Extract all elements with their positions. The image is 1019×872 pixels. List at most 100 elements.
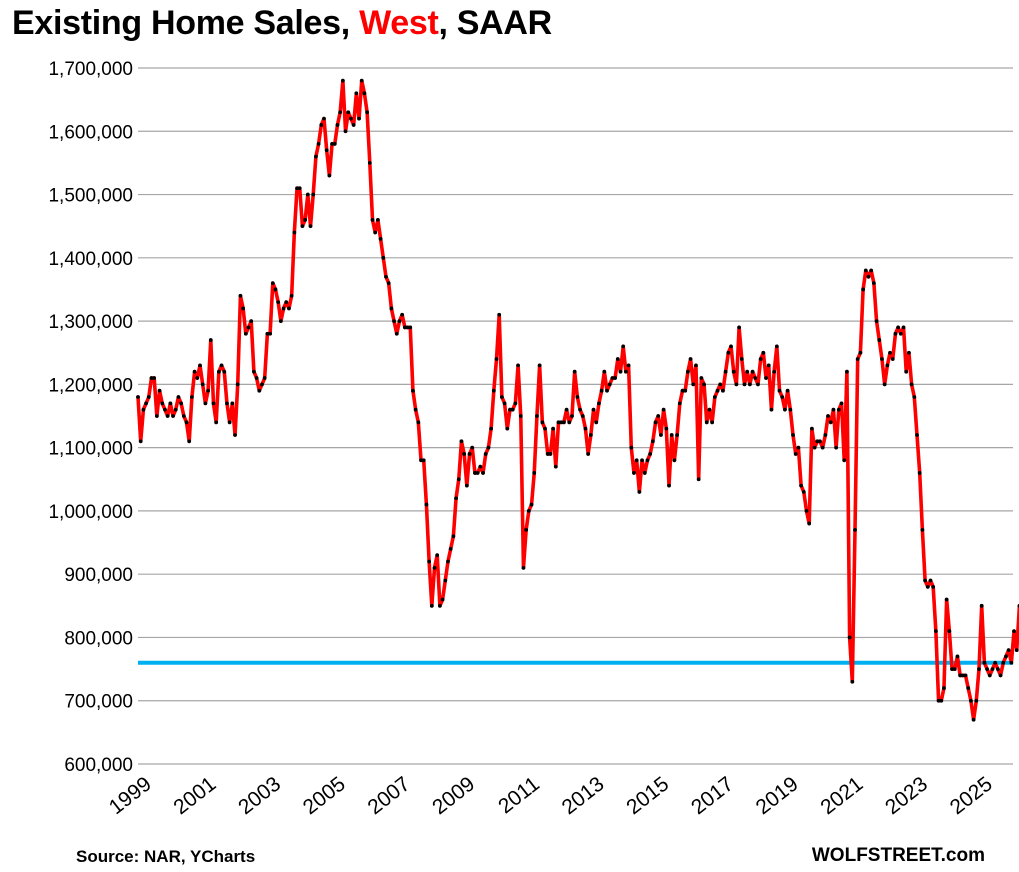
- data-point: [216, 369, 221, 374]
- data-point: [171, 414, 175, 418]
- data-point: [853, 527, 857, 532]
- data-point: [208, 338, 213, 342]
- data-point: [602, 369, 607, 374]
- data-point: [987, 673, 992, 678]
- data-point: [456, 477, 461, 482]
- data-point: [394, 331, 399, 336]
- data-point: [637, 490, 642, 494]
- data-point: [842, 458, 847, 463]
- data-point: [416, 420, 421, 425]
- data-point: [483, 452, 488, 456]
- data-point: [448, 546, 453, 551]
- y-tick-label: 800,000: [64, 628, 133, 649]
- gridlines: [138, 67, 1013, 765]
- data-point: [243, 331, 248, 336]
- data-point: [478, 464, 483, 469]
- data-point: [791, 433, 795, 437]
- data-point: [820, 445, 825, 450]
- data-point: [203, 401, 208, 406]
- data-point: [316, 142, 321, 146]
- data-point: [427, 559, 432, 564]
- data-point: [969, 698, 973, 703]
- data-point: [702, 382, 706, 387]
- data-point: [154, 414, 159, 418]
- data-point: [200, 382, 205, 387]
- data-point: [225, 401, 229, 406]
- data-point: [950, 667, 954, 671]
- data-point: [284, 300, 289, 305]
- data-point: [518, 414, 523, 418]
- x-tick-label: 2021: [816, 772, 867, 819]
- data-point: [219, 363, 224, 368]
- data-point: [855, 357, 860, 361]
- data-point: [405, 325, 410, 330]
- data-point: [607, 382, 612, 387]
- data-point: [966, 686, 971, 690]
- data-point: [262, 376, 267, 380]
- data-point: [704, 420, 709, 425]
- data-point: [260, 382, 264, 387]
- data-point: [486, 445, 491, 450]
- data-point: [823, 433, 828, 437]
- data-point: [936, 698, 941, 703]
- data-point: [960, 673, 965, 678]
- data-point: [440, 597, 445, 602]
- data-point: [340, 78, 345, 83]
- data-point: [796, 445, 801, 450]
- data-point: [481, 471, 485, 475]
- series-line: [136, 78, 1019, 722]
- data-point: [1006, 648, 1011, 653]
- data-point: [494, 357, 499, 361]
- data-point: [300, 224, 305, 229]
- data-point: [995, 667, 1000, 671]
- data-point: [750, 369, 755, 374]
- data-point: [454, 496, 458, 501]
- data-point: [362, 91, 367, 96]
- data-point: [168, 401, 173, 406]
- data-point: [370, 217, 375, 222]
- x-axis-tick-labels: 1999 2001 2003 2005 2007 2009 2011 2013 2015 2017…: [105, 772, 997, 819]
- data-point: [190, 395, 194, 399]
- data-point: [173, 407, 178, 412]
- data-point: [801, 490, 806, 494]
- x-tick-label: 2015: [622, 772, 673, 819]
- data-point: [594, 420, 599, 425]
- data-point: [985, 667, 989, 671]
- data-point: [648, 452, 653, 456]
- data-point: [780, 395, 785, 399]
- data-point: [470, 445, 475, 450]
- data-point: [222, 369, 227, 374]
- data-point: [656, 414, 661, 418]
- data-point: [157, 388, 162, 393]
- x-tick-label: 2025: [946, 772, 997, 819]
- data-point: [588, 433, 593, 437]
- data-point: [885, 363, 890, 368]
- data-point: [783, 407, 787, 412]
- data-point: [510, 407, 515, 412]
- data-point: [332, 142, 337, 146]
- data-point: [834, 445, 839, 450]
- data-point: [712, 395, 717, 399]
- y-tick-label: 1,100,000: [48, 439, 133, 460]
- data-point: [575, 395, 580, 399]
- data-point: [570, 414, 574, 418]
- data-point: [141, 407, 146, 412]
- data-point: [942, 686, 946, 690]
- data-point: [874, 319, 879, 323]
- data-point: [567, 420, 572, 425]
- data-point: [742, 382, 747, 387]
- data-point: [451, 534, 456, 539]
- data-point: [338, 110, 343, 115]
- data-point: [669, 433, 674, 437]
- data-point: [920, 527, 925, 532]
- data-point: [963, 673, 968, 678]
- data-point: [241, 306, 246, 311]
- title-prefix: Existing Home Sales,: [12, 4, 360, 42]
- data-point: [952, 667, 957, 671]
- data-point: [376, 217, 380, 222]
- data-point: [664, 426, 669, 431]
- data-point: [499, 395, 504, 399]
- data-point: [136, 395, 140, 399]
- data-point: [896, 325, 901, 330]
- data-point: [252, 369, 256, 374]
